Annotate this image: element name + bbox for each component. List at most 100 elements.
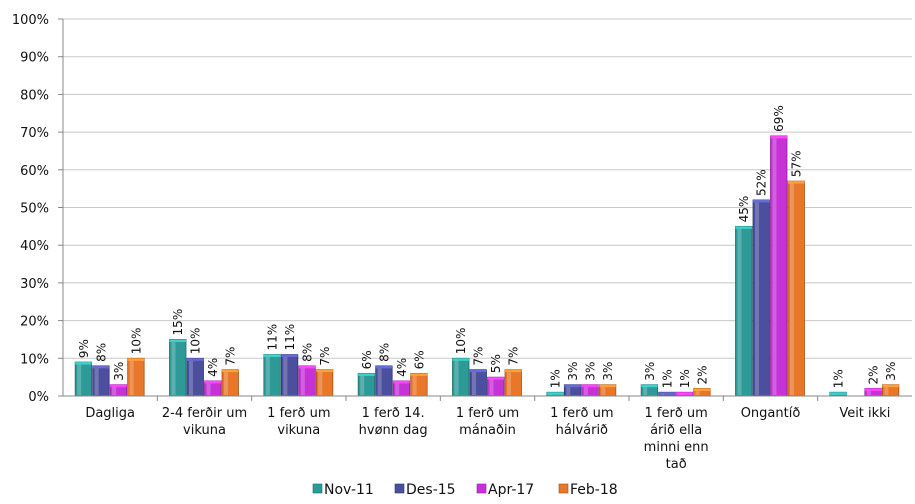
data-label: 8% [94,343,108,362]
y-tick-label: 0% [28,390,49,405]
bar-highlight [300,366,305,395]
bar-top [864,388,882,391]
bar-top [753,199,770,203]
bar-top [770,135,787,139]
y-tick-label: 100% [12,13,49,28]
data-label: 8% [377,343,391,362]
data-label: 3% [584,362,598,381]
data-label: 3% [112,362,126,381]
x-category-label: 2-4 ferðir um vikuna [162,406,247,438]
x-category-label: Veit ikki [839,406,890,421]
bar-top [169,339,186,342]
data-labels: 9% 8%3%10%15%10%4%7%11% 11%8% 7% 6% 8%4% 6%10%… [77,105,898,388]
bar-highlight [472,370,476,395]
bar-highlight [884,385,889,395]
bar-top [222,369,239,373]
bar-highlight [489,378,494,395]
data-label: 3% [884,362,898,381]
legend-swatch [476,483,487,494]
data-label: 1% [678,369,692,388]
bar-top [676,392,693,395]
data-label: 1% [660,369,674,388]
x-category-label: 1 ferð um árið ella minni enn tað [644,406,709,472]
data-label: 3% [566,362,580,381]
data-label: 1% [549,369,563,388]
bar-top [316,369,333,373]
data-label: 2% [867,365,881,384]
bar-highlight [454,359,459,395]
bar-top [187,358,204,361]
bar-highlight [77,363,82,395]
bar-top [564,384,581,388]
bar-highlight [643,385,648,395]
bar-top [581,384,599,388]
x-category-label: 1 ferð 14. hvønn dag [359,406,428,438]
bar-highlight [206,381,211,395]
data-label: 57% [790,150,804,177]
data-label: 11% [266,324,280,351]
bar-top [470,369,487,373]
bar-highlight [755,200,759,395]
bar-top [110,384,127,388]
bar-highlight [318,370,323,395]
data-label: 4% [206,358,220,377]
x-axis-categories: Dagliga 2-4 ferðir um vikuna 1 ferð um vikun… [85,406,890,472]
bar-highlight [772,136,777,395]
bar-top [127,358,145,361]
data-label: 2% [695,365,709,384]
bars [74,135,900,397]
data-label: 3% [601,362,615,381]
bar-top [75,362,92,365]
bar-top [641,384,658,388]
bar-top [452,358,469,361]
bar-top [298,365,316,369]
bar-highlight [601,385,606,395]
data-label: 15% [171,309,185,336]
data-label: 10% [189,328,203,355]
data-label: 10% [454,328,468,355]
data-label: 7% [224,347,238,366]
bar-highlight [412,374,417,395]
bar-top [393,380,410,384]
axes [62,19,912,401]
legend: Nov-11 Des-15 Apr-17 Feb-18 [312,482,618,498]
bar-top [882,384,899,388]
y-tick-label: 10% [20,352,49,367]
bar-top [658,392,676,395]
y-axis-ticks: 0% 10% 20% 30% 40% 50% 60% 70% 80% 90% 100% [12,13,63,405]
bar-highlight [737,227,742,395]
bar-top [546,392,564,395]
y-tick-label: 40% [20,239,49,254]
bar-top [263,354,281,358]
legend-label: Apr-17 [488,482,534,498]
data-label: 52% [755,169,769,196]
bar-top [599,384,616,388]
data-label: 8% [301,343,315,362]
legend-swatch [312,483,323,494]
bar-top [487,377,504,380]
bar-highlight [171,340,176,395]
y-tick-label: 30% [20,277,49,292]
y-tick-label: 50% [20,202,49,217]
data-label: 1% [832,369,846,388]
bar-top [358,373,375,376]
bar-top [92,365,110,369]
legend-swatch [558,483,569,494]
x-category-label: 1 ferð um vikuna [267,406,330,438]
y-tick-label: 20% [20,315,49,330]
bar-highlight [566,385,571,395]
bar-highlight [129,359,134,395]
data-label: 4% [395,358,409,377]
bar-top [281,354,298,358]
bar-top [375,365,393,369]
data-label: 7% [507,347,521,366]
data-label: 11% [283,324,297,351]
legend-swatch [394,483,405,494]
bar-top [410,373,428,376]
data-label: 3% [643,362,657,381]
bar-top [204,380,221,384]
legend-label: Nov-11 [324,482,374,498]
data-label: 7% [318,347,332,366]
bar-highlight [283,355,288,395]
